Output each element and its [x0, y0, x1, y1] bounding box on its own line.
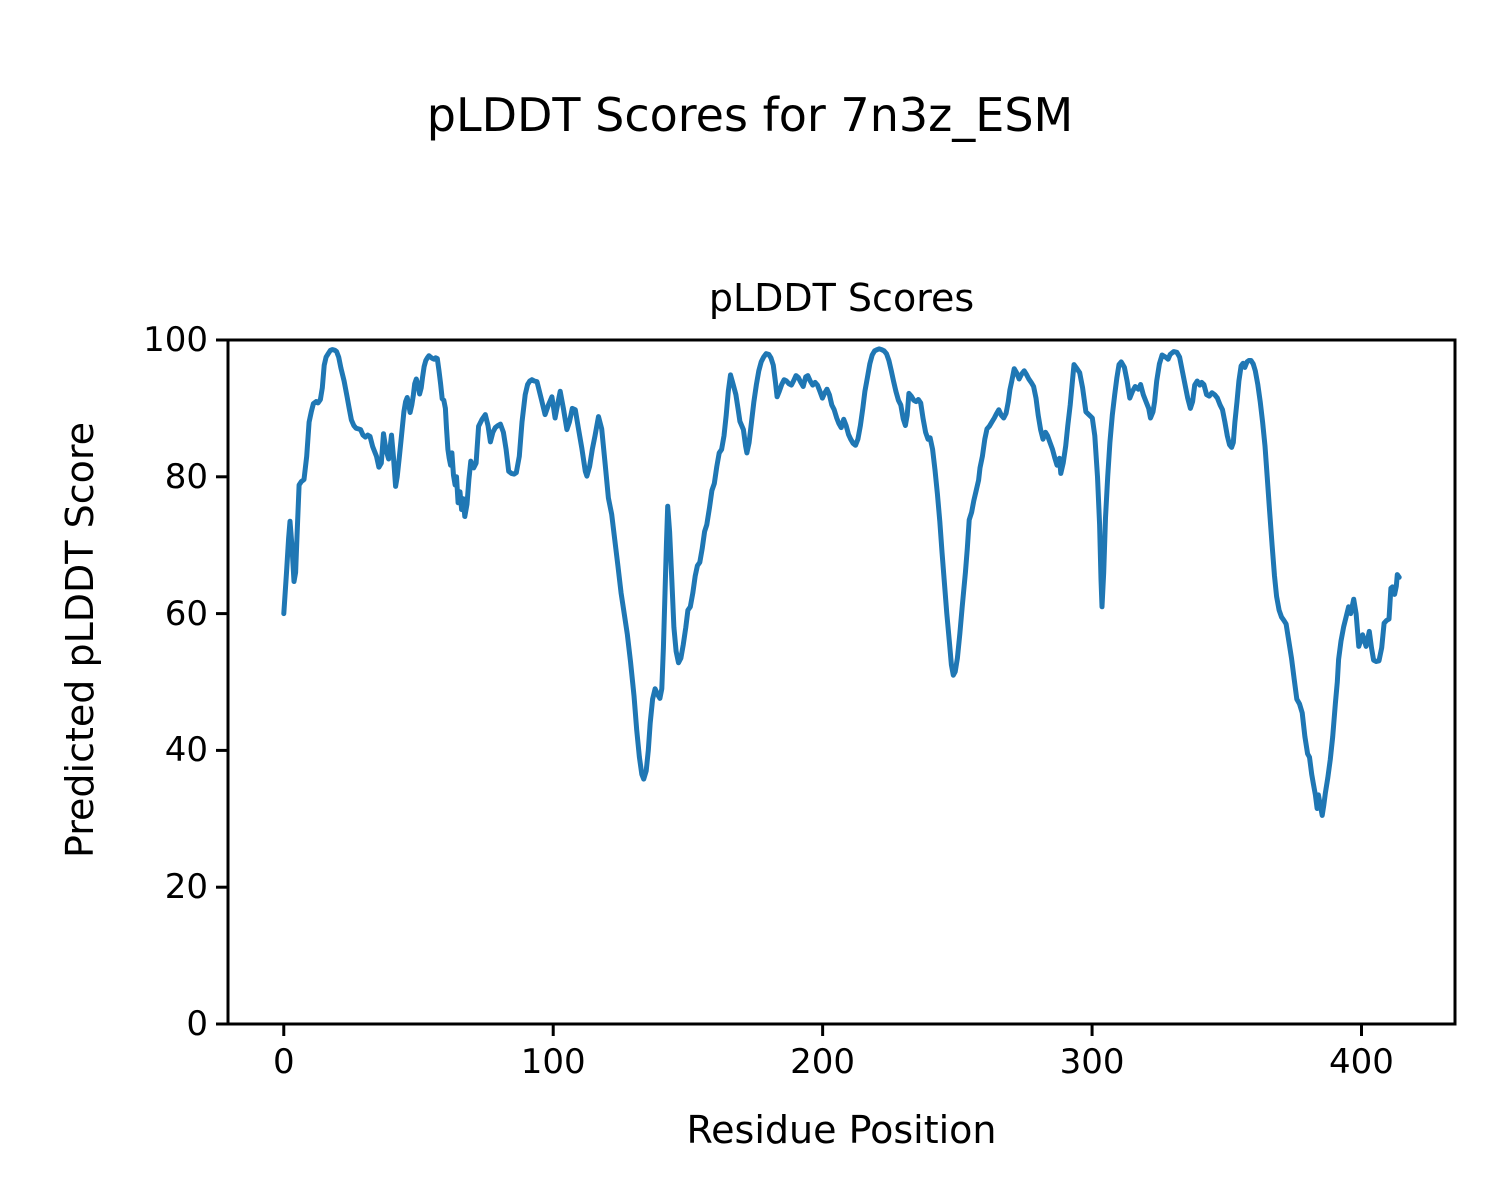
axes-background	[228, 340, 1455, 1024]
y-axis-label-text: Predicted pLDDT Score	[58, 422, 102, 858]
tick-marks	[216, 338, 1364, 1036]
x-tick-label: 300	[1059, 1042, 1125, 1082]
figure-suptitle: pLDDT Scores for 7n3z_ESM	[426, 88, 1074, 142]
x-tick-label: 200	[790, 1042, 856, 1082]
plddt-line	[281, 346, 1402, 818]
x-axis-label: Residue Position	[686, 1108, 997, 1152]
y-tick-label: 20	[164, 867, 208, 908]
x-tick-label: 0	[272, 1042, 295, 1082]
y-tick-label: 60	[164, 593, 208, 634]
chart-title: pLDDT Scores	[708, 276, 975, 320]
x-tick-label: 100	[520, 1042, 586, 1082]
x-tick-label: 400	[1329, 1042, 1394, 1082]
y-tick-label: 40	[164, 730, 208, 771]
y-tick-label: 80	[164, 456, 208, 497]
y-tick-label: 100	[143, 320, 208, 360]
axes-frame-spines	[226, 338, 1457, 1026]
y-tick-label: 0	[186, 1004, 208, 1044]
